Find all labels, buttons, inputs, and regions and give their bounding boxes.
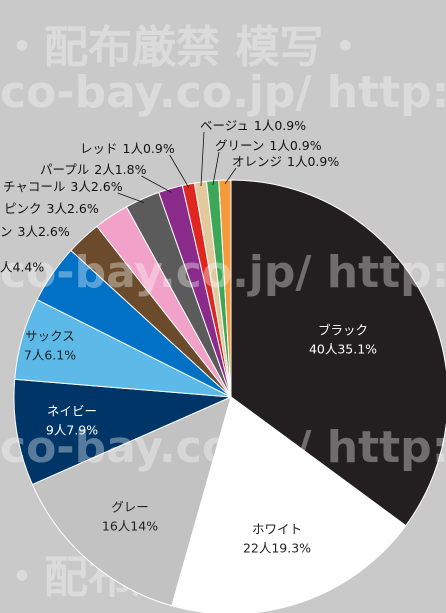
watermark: co-bay.co.jp/ http://ww xyxy=(0,247,446,298)
watermark: ・配布厳禁 模写・ xyxy=(0,22,367,73)
slice-label: ネイビー xyxy=(47,404,97,419)
value-label: 16人14% xyxy=(102,519,158,534)
value-label: 1人0.9% xyxy=(269,138,321,153)
pie-slice xyxy=(230,179,446,527)
value-label: 9人7.9% xyxy=(46,423,98,438)
leader-line xyxy=(224,167,237,185)
category-label: レッド xyxy=(80,141,118,156)
slice-label: サックス xyxy=(25,329,75,344)
category-label: グリーン xyxy=(215,138,264,153)
value-label: 22人19.3% xyxy=(243,541,311,556)
value-label: 3人2.6% xyxy=(47,201,99,216)
value-label: 7人6.1% xyxy=(24,348,76,363)
leader-line xyxy=(169,154,190,189)
category-label: ン xyxy=(0,224,13,239)
category-label: オレンジ xyxy=(232,154,282,169)
slice-label: ピンク 3人2.6% xyxy=(4,201,99,216)
category-label: チャコール xyxy=(3,179,65,194)
watermark: co-bay.co.jp/ http://ww xyxy=(0,67,446,118)
category-label: ピンク xyxy=(4,201,42,216)
slice-label: ベージュ 1人0.9% xyxy=(200,118,306,133)
value-label: 3人2.6% xyxy=(18,224,70,239)
value-label: 40人35.1% xyxy=(309,342,377,357)
pie-slice xyxy=(171,396,407,613)
slice-label: レッド 1人0.9% xyxy=(80,141,175,156)
value-label: 1人0.9% xyxy=(123,141,175,156)
pie-slice xyxy=(31,396,232,607)
pie-slice xyxy=(13,378,232,486)
pie-slice xyxy=(218,179,232,398)
slice-label: ブラック xyxy=(318,323,368,338)
slice-label: チャコール 3人2.6% xyxy=(3,179,123,194)
watermark: co-bay.co.jp/ http://ww xyxy=(0,422,446,473)
leader-line xyxy=(200,131,205,187)
leader-line xyxy=(212,151,220,185)
leader-line xyxy=(141,175,172,193)
category-label: ベージュ xyxy=(200,118,249,133)
leader-line xyxy=(117,192,145,203)
slice-label: グレー xyxy=(111,500,149,515)
category-label: パープル xyxy=(40,162,89,177)
slice-label: オレンジ 1人0.9% xyxy=(232,154,339,169)
value-label: 1人0.9% xyxy=(254,118,306,133)
slice-label: グリーン 1人0.9% xyxy=(215,138,322,153)
slice-label: 人4.4% xyxy=(0,260,44,275)
value-label: 3人2.6% xyxy=(70,179,122,194)
slice-label: パープル 2人1.8% xyxy=(40,162,147,177)
value-label: 2人1.8% xyxy=(94,162,146,177)
value-label: 1人0.9% xyxy=(287,154,339,169)
slice-label: ン 3人2.6% xyxy=(0,224,70,239)
slice-label: ホワイト xyxy=(252,522,302,537)
